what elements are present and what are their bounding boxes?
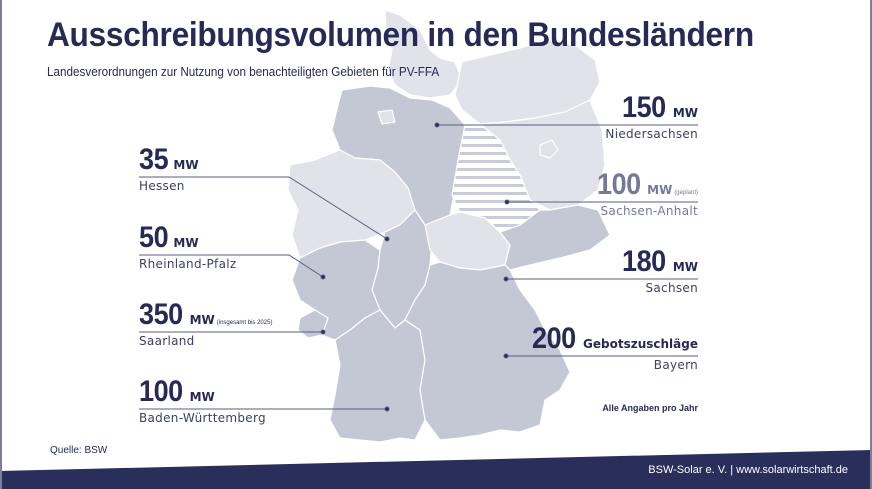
label-sachsen-anhalt: 100 MW (geplant) Sachsen-Anhalt [597, 168, 698, 218]
footer-text: BSW-Solar e. V. | www.solarwirtschaft.de [648, 464, 848, 476]
value: 50 [139, 221, 169, 254]
state-name: Bayern [653, 358, 698, 372]
state-name: Rheinland-Pfalz [139, 257, 237, 271]
state-saarland [297, 309, 329, 339]
unit: MW [672, 260, 698, 274]
label-hessen: 35 MW Hessen [139, 143, 199, 193]
frame-left [0, 0, 2, 489]
leader-rheinland-pfalz [139, 254, 324, 278]
footnote: Alle Angaben pro Jahr [602, 403, 698, 413]
unit: MW [189, 313, 215, 327]
label-baden-wuerttemberg: 100 MW Baden-Württemberg [139, 375, 266, 425]
value: 100 [139, 375, 183, 408]
page-subtitle: Landesverordnungen zur Nutzung von benac… [47, 64, 440, 79]
label-niedersachsen: 150 MW Niedersachsen [605, 91, 698, 141]
state-name: Sachsen [645, 281, 698, 295]
label-rheinland-pfalz: 50 MW Rheinland-Pfalz [139, 221, 236, 271]
unit: MW [173, 236, 199, 250]
source-note: Quelle: BSW [50, 445, 108, 456]
unit: Gebotszuschläge [583, 337, 698, 351]
state-name: Niedersachsen [605, 127, 698, 141]
value: 350 [139, 298, 183, 331]
state-name: Baden-Württemberg [139, 411, 266, 425]
state-bayern [404, 261, 571, 441]
page-title: Ausschreibungsvolumen in den Bundeslände… [47, 16, 754, 54]
label-bayern: 200 Gebotszuschläge Bayern [532, 322, 698, 372]
frame-right [870, 0, 872, 489]
unit: MW [647, 183, 673, 197]
unit: MW [672, 106, 698, 120]
label-sachsen: 180 MW Sachsen [622, 245, 698, 295]
unit: MW [189, 390, 215, 404]
value: 180 [622, 245, 666, 278]
note: (insgesamt bis 2025) [216, 320, 273, 326]
state-name: Hessen [139, 179, 185, 193]
state-name: Sachsen-Anhalt [600, 204, 698, 218]
leader-hessen [139, 176, 388, 240]
footer-band [0, 450, 872, 489]
value: 150 [622, 91, 666, 124]
label-saarland: 350 MW (insgesamt bis 2025) Saarland [139, 298, 272, 348]
note: (geplant) [674, 190, 698, 196]
value: 200 [532, 322, 577, 355]
value: 35 [139, 143, 169, 176]
state-schleswig-holstein [384, 9, 463, 99]
unit: MW [173, 158, 199, 172]
value: 100 [596, 168, 641, 201]
state-name: Saarland [139, 334, 195, 348]
